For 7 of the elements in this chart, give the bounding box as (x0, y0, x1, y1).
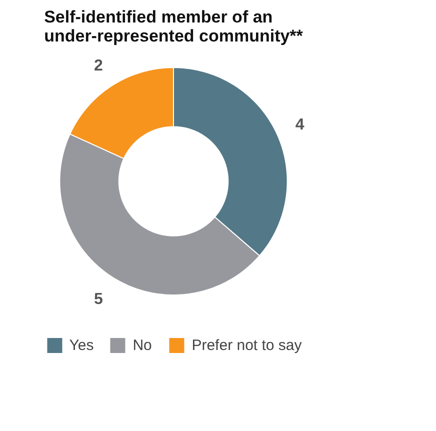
chart-title: Self-identified member of an under-represented community** (44, 8, 304, 46)
legend-label: Prefer not to say (192, 336, 302, 354)
legend-label: No (132, 336, 153, 354)
data-label: 5 (94, 290, 103, 308)
legend-label: Yes (69, 336, 94, 354)
data-label: 4 (295, 116, 304, 134)
data-label: 2 (94, 58, 103, 75)
